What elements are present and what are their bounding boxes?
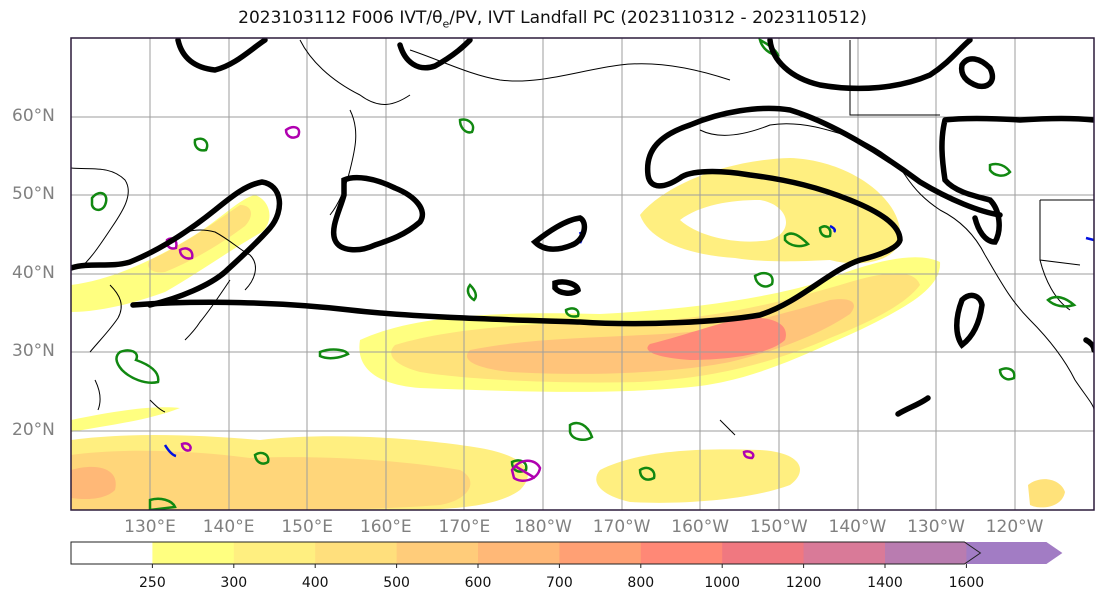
x-tick-label: 160°E (359, 517, 412, 537)
colorbar-tick-label: 300 (220, 575, 248, 591)
colorbar-tick-label: 800 (627, 575, 655, 591)
ivt-ring (640, 158, 901, 264)
ivt-band-500 (466, 299, 854, 374)
pc-contour-small-2 (552, 279, 581, 296)
ivt-band-800 (647, 317, 786, 360)
colorbar-extend-arrow (966, 542, 1063, 564)
colorbar (70, 541, 1063, 568)
colorbar-segment (722, 542, 805, 564)
pv-positive-contours (90, 38, 1077, 510)
colorbar-tick-label: 1000 (704, 575, 741, 591)
colorbar-tick-label: 1200 (785, 575, 822, 591)
x-tick-label: 130°W (907, 517, 965, 537)
ivt-south-b (596, 449, 800, 503)
x-tick-label: 120°W (985, 517, 1044, 537)
pc-main-contour (130, 105, 1003, 327)
y-tick-label: 40°N (12, 263, 55, 283)
pc-contour-kamchatka (330, 174, 426, 253)
pc-contour-canada (939, 115, 1094, 245)
colorbar-tick-label: 250 (139, 575, 166, 591)
colorbar-segment (396, 542, 479, 564)
colorbar-segment (71, 542, 153, 564)
ivt-south-band-300 (71, 450, 471, 510)
x-tick-label: 180°W (514, 517, 572, 537)
pc-contour-small-1 (530, 215, 588, 252)
pc-contour-east-1 (954, 292, 985, 349)
landfall-pc-contours (71, 38, 1094, 417)
ivt-south-500 (71, 466, 116, 500)
colorbar-segment (233, 542, 316, 564)
colorbar-segment (640, 542, 723, 564)
pc-contour-nw (71, 179, 283, 308)
x-tick-label: 170°W (592, 517, 651, 537)
x-tick-label: 130°E (124, 517, 176, 537)
ivt-south-c (1028, 479, 1065, 508)
y-tick-label: 60°N (12, 106, 55, 126)
colorbar-tick-label: 1400 (867, 575, 903, 591)
ivt-south-250 (71, 407, 180, 432)
x-tick-label: 160°W (671, 517, 730, 537)
pc-contour-top-2 (397, 38, 473, 71)
x-tick-label: 140°W (828, 517, 887, 537)
colorbar-tick-label: 600 (464, 575, 492, 591)
colorbar-outline (70, 541, 982, 565)
y-tick-label: 30°N (12, 341, 55, 361)
colorbar-segment (803, 542, 886, 564)
colorbar-tick-label: 400 (301, 575, 329, 591)
colorbar-tick-label: 700 (546, 575, 573, 591)
grid-lines (71, 38, 1094, 510)
pc-contour-top-1 (175, 38, 268, 73)
x-tick-label: 150°W (749, 517, 808, 537)
x-tick-label: 150°E (281, 517, 334, 537)
y-tick-label: 50°N (12, 184, 55, 204)
colorbar-segment (315, 542, 398, 564)
y-tick-label: 20°N (12, 420, 55, 440)
ivt-nw-300 (148, 205, 252, 273)
colorbar-segment (885, 542, 967, 564)
x-tick-label: 170°E (438, 517, 491, 537)
coastlines (71, 39, 1094, 436)
pc-contour-top-4 (958, 56, 996, 90)
plot-frame (70, 37, 1095, 511)
plot-area (71, 38, 1094, 510)
x-tick-label: 140°E (202, 517, 255, 537)
colorbar-segment (559, 542, 642, 564)
colorbar-tick-label: 1600 (948, 575, 985, 591)
chart-title: 2023103112 F006 IVT/θe/PV, IVT Landfall … (238, 8, 867, 31)
colorbar-tick-label: 500 (383, 575, 410, 591)
colorbar-segment (152, 542, 235, 564)
colorbar-segment (478, 542, 560, 564)
pc-contour-top-3 (767, 38, 973, 92)
pc-hawaii-blob (895, 395, 931, 417)
